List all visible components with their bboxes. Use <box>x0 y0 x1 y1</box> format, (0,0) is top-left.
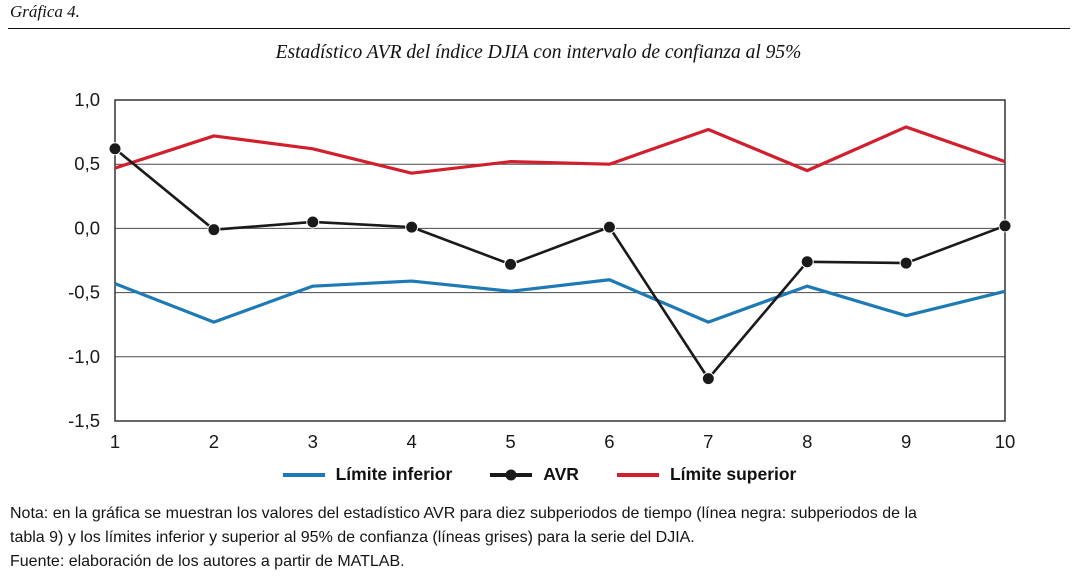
chart-legend: Límite inferior AVR Límite superior <box>0 464 1077 485</box>
legend-label-avr: AVR <box>543 464 579 484</box>
figure-label: Gráfica 4. <box>10 2 80 21</box>
series-line-1 <box>114 147 1006 380</box>
series-marker-1 <box>998 219 1012 233</box>
legend-label-limite-inferior: Límite inferior <box>335 464 453 484</box>
x-tick-label: 3 <box>308 431 318 452</box>
limite-inferior-line-swatch <box>282 472 325 477</box>
legend-label-limite-superior: Límite superior <box>669 464 797 484</box>
legend-item-avr: AVR <box>488 464 579 485</box>
series-marker-1 <box>405 220 419 234</box>
x-tick-label: 4 <box>407 431 417 452</box>
series-line-2 <box>114 125 1006 175</box>
note-line-1: Nota: en la gráfica se muestran los valo… <box>10 505 917 522</box>
top-divider <box>8 28 1070 29</box>
x-tick-label: 9 <box>901 431 911 452</box>
x-tick-label: 7 <box>703 431 713 452</box>
x-tick-label: 10 <box>995 431 1016 452</box>
legend-item-limite-superior: Límite superior <box>615 464 796 485</box>
series-marker-1 <box>108 142 122 156</box>
series-marker-1 <box>207 223 221 237</box>
x-tick-label: 8 <box>802 431 812 452</box>
y-tick-label: -0,5 <box>68 282 100 303</box>
series-marker-1 <box>701 372 715 386</box>
y-tick-label: 1,0 <box>74 89 100 110</box>
series-marker-1 <box>800 255 814 269</box>
avr-line-marker-swatch <box>490 469 533 480</box>
note-line-2: tabla 9) y los límites inferior y superi… <box>10 529 695 546</box>
plot-border <box>114 99 1006 422</box>
series-marker-1 <box>504 257 518 271</box>
series-line-0 <box>114 278 1006 324</box>
limite-superior-line-swatch <box>616 472 659 477</box>
legend-item-limite-inferior: Límite inferior <box>281 464 453 485</box>
avr-line-chart: 1,0 0,5 0,0 -0,5 -1,0 -1,5 1 2 3 4 5 6 7 8 9 10 <box>68 89 1016 452</box>
x-tick-label: 6 <box>604 431 614 452</box>
y-tick-label: 0,5 <box>74 153 100 174</box>
y-tick-label: -1,0 <box>68 346 100 367</box>
chart-title: Estadístico AVR del índice DJIA con inte… <box>275 42 802 63</box>
series-marker-1 <box>602 220 616 234</box>
series-marker-1 <box>899 256 913 270</box>
x-tick-label: 5 <box>505 431 515 452</box>
y-tick-label: -1,5 <box>68 410 100 431</box>
series-marker-1 <box>306 215 320 229</box>
y-tick-label: 0,0 <box>74 217 100 238</box>
x-tick-label: 2 <box>209 431 219 452</box>
source-line: Fuente: elaboración de los autores a par… <box>10 553 405 570</box>
figure-notes: Nota: en la gráfica se muestran los valo… <box>10 502 1070 574</box>
x-tick-label: 1 <box>110 431 120 452</box>
